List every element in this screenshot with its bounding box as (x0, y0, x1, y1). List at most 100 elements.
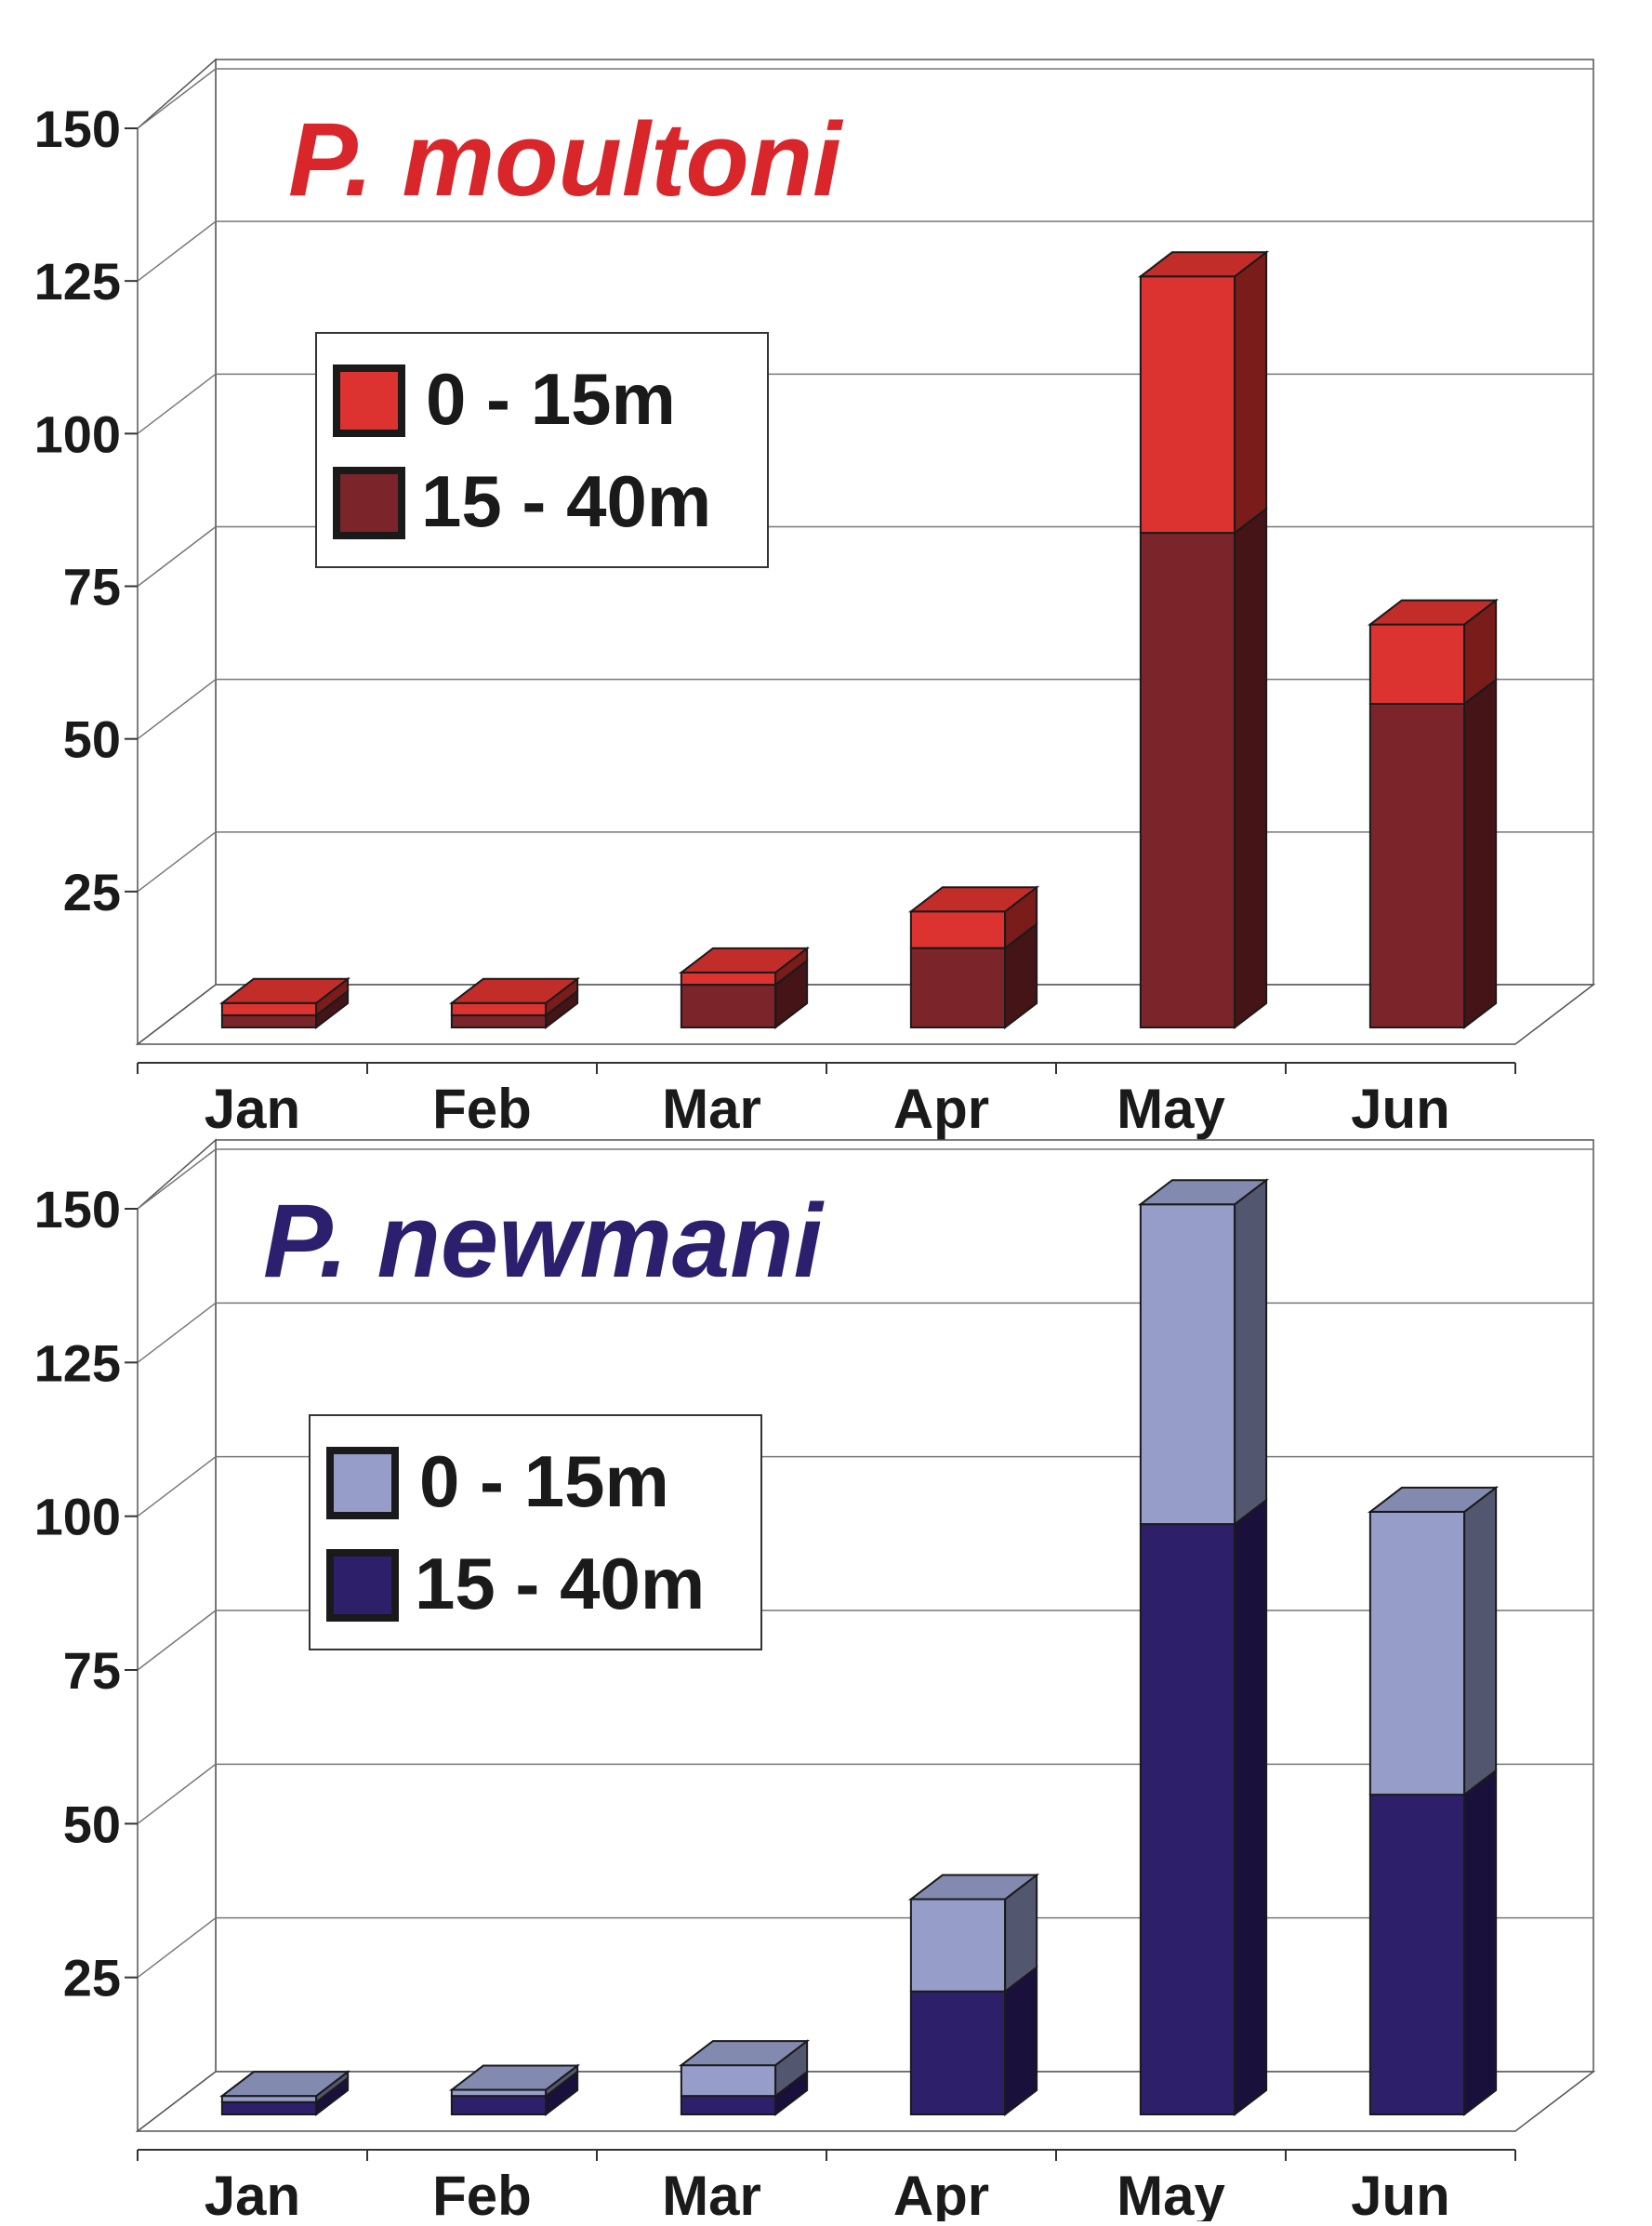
gridline-side (137, 679, 217, 740)
x-tick-label: Apr (893, 2165, 989, 2221)
y-tick-label: 25 (63, 1949, 121, 2007)
chart-2: 25 50 75 100 125 150 Jan Feb Mar Apr May Jun P. newm… (34, 1138, 1596, 2226)
bar-top (678, 947, 811, 974)
side-wall (137, 58, 217, 1046)
bar-side (1234, 250, 1268, 536)
bar-front (1368, 702, 1466, 1028)
bar-jun-upper (1367, 1485, 1500, 1797)
bar-top (1137, 251, 1270, 278)
bar-apr-lower (909, 1965, 1038, 2117)
gridline-side (137, 831, 217, 893)
bar-may-upper (1137, 1178, 1270, 1527)
bar-front (220, 2100, 318, 2116)
bar-top (218, 2071, 351, 2098)
bar-feb-upper (448, 976, 581, 1017)
y-tick-label: 125 (34, 1333, 121, 1392)
bar-side (1234, 507, 1268, 1030)
bar-top (1367, 1486, 1500, 1513)
bar-jun-upper (1367, 598, 1500, 706)
bar-apr-upper (907, 885, 1040, 950)
legend-label: 15 - 40m (415, 1543, 705, 1624)
gridline-side (137, 1917, 217, 1979)
legend: 0 - 15m 15 - 40m (315, 332, 769, 568)
bar-mar-upper (678, 2039, 811, 2099)
legend-label: 0 - 15m (426, 358, 676, 440)
bar-side (1463, 677, 1498, 1030)
bar-jun-lower (1368, 1769, 1498, 2117)
bar-top (218, 977, 351, 1004)
bar-side (1234, 1498, 1268, 2117)
legend-label: 15 - 40m (421, 460, 711, 542)
bar-front (220, 1014, 318, 1029)
bar-top (678, 2040, 811, 2067)
y-tick-label: 150 (34, 1180, 121, 1239)
gridline-side (137, 220, 217, 282)
y-tick-label: 150 (34, 99, 121, 158)
x-tick-label: Apr (893, 1078, 989, 1140)
bar-top (448, 977, 581, 1004)
legend-swatch (326, 1549, 399, 1622)
legend-label: 0 - 15m (419, 1440, 669, 1522)
bar-front (1139, 275, 1236, 535)
bar-side (1463, 1485, 1498, 1797)
gridline-side (137, 1456, 217, 1517)
bar-front (909, 1990, 1007, 2116)
x-tick-label: Mar (662, 2165, 761, 2221)
side-wall (137, 1138, 217, 2133)
bar-front (1368, 1510, 1466, 1796)
bar-front (909, 910, 1007, 949)
bar-side (1004, 1965, 1038, 2117)
gridline-side (137, 1302, 217, 1363)
x-tick-label: Feb (432, 2165, 532, 2221)
chart-title: P. newmani (263, 1183, 826, 1299)
chart-title: P. moultoni (288, 101, 844, 218)
bar-apr-upper (907, 1873, 1040, 1994)
legend-swatch (326, 1447, 399, 1519)
legend-swatch (333, 364, 405, 437)
y-tick-label: 50 (63, 1795, 121, 1853)
bar-top (1367, 599, 1500, 626)
y-tick-label: 50 (63, 710, 121, 769)
bar-feb-lower (450, 988, 579, 1030)
gridline-side (137, 1763, 217, 1824)
y-tick-label: 75 (63, 558, 121, 616)
bar-side (1463, 1769, 1498, 2117)
bar-side (1234, 1178, 1268, 1527)
gridline-side (137, 1148, 217, 1210)
bar-front (1139, 532, 1236, 1028)
bar-feb-lower (450, 2070, 579, 2117)
bar-front (680, 2095, 777, 2115)
legend-swatch (333, 467, 405, 539)
y-tick-label: 100 (34, 404, 121, 463)
bar-front (450, 1001, 548, 1016)
bar-front (680, 2064, 777, 2098)
bar-may-lower (1139, 1498, 1268, 2117)
bar-top (907, 1874, 1040, 1901)
x-tick-label: Feb (432, 1078, 532, 1140)
bar-front (1368, 1794, 1466, 2116)
bar-front (220, 1001, 318, 1016)
legend: 0 - 15m 15 - 40m (309, 1414, 762, 1650)
bar-front (680, 984, 777, 1028)
bar-may-lower (1139, 507, 1268, 1030)
bar-front (680, 971, 777, 987)
bar-front (1139, 1203, 1236, 1526)
y-tick-label: 125 (34, 252, 121, 311)
chart-1: 25 50 75 100 125 150 Jan Feb Mar Apr May Jun P. moul… (34, 58, 1596, 1140)
gridline-side (137, 68, 217, 129)
gridline-side (137, 1610, 217, 1671)
gridline-side (137, 373, 217, 434)
gridline-side (137, 525, 217, 588)
bar-jan-upper (218, 2070, 351, 2104)
bar-top (448, 2064, 581, 2091)
bar-top (1137, 1179, 1270, 1206)
bar-jan-lower (220, 988, 350, 1030)
bar-front (1368, 623, 1466, 705)
bar-front (909, 947, 1007, 1029)
y-tick-label: 25 (63, 863, 121, 921)
bar-feb-upper (448, 2063, 581, 2099)
bar-mar-lower (680, 959, 809, 1030)
bar-may-upper (1137, 250, 1270, 536)
